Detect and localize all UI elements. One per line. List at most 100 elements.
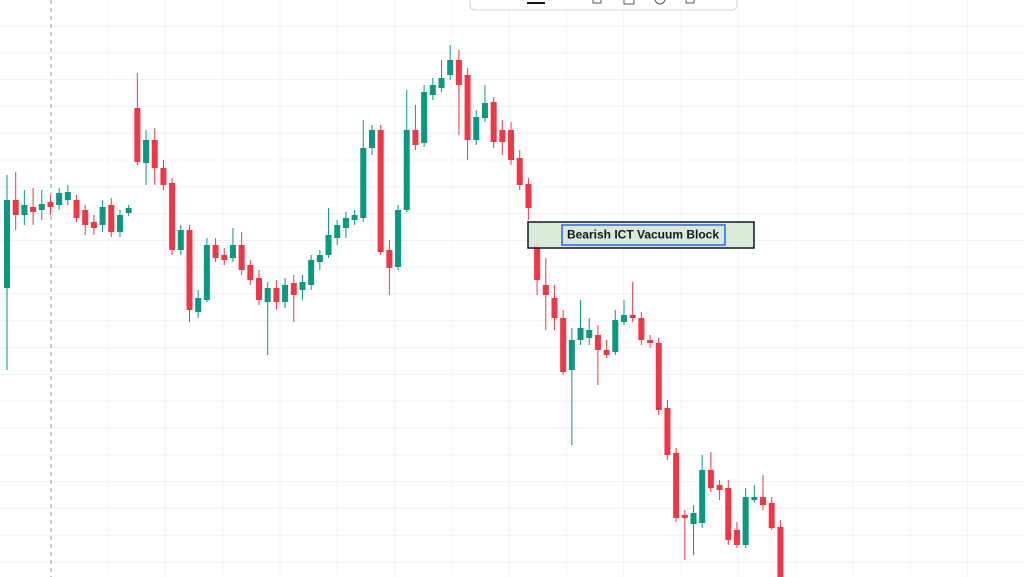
toolbar[interactable] xyxy=(469,0,738,11)
candle-body xyxy=(768,503,775,528)
candle-body xyxy=(308,260,315,285)
candle-body xyxy=(299,282,306,290)
candle-body xyxy=(664,408,671,455)
candle-body xyxy=(108,205,115,232)
candle-body xyxy=(681,515,688,518)
candle-body xyxy=(525,184,532,208)
candle-body xyxy=(690,513,697,524)
candle-body xyxy=(351,215,358,220)
candle-body xyxy=(12,200,19,215)
candle-body xyxy=(316,255,323,262)
candle-body xyxy=(421,92,428,143)
candle-body xyxy=(212,245,219,258)
candle-body xyxy=(143,140,150,163)
candle-body xyxy=(334,225,341,238)
candle-body xyxy=(256,278,263,300)
candle-body xyxy=(64,192,71,200)
candles xyxy=(4,45,784,577)
toolbar-icon[interactable] xyxy=(654,0,666,5)
candle-body xyxy=(229,245,236,258)
candle-body xyxy=(638,318,645,340)
candle-body xyxy=(560,318,567,372)
candle-body xyxy=(90,222,97,228)
candle-body xyxy=(733,530,740,545)
candle-body xyxy=(360,148,367,218)
candle-body xyxy=(386,250,393,268)
candle-body xyxy=(647,340,654,343)
candle-body xyxy=(603,350,610,355)
candle-body xyxy=(273,288,280,302)
candle-body xyxy=(368,130,375,148)
candle-body xyxy=(673,453,680,518)
candle-body xyxy=(516,158,523,185)
candle-body xyxy=(195,298,202,312)
candle-body xyxy=(403,130,410,210)
candle-body xyxy=(4,200,10,288)
candle-body xyxy=(447,60,454,75)
toolbar-panel[interactable] xyxy=(469,0,738,11)
candle-body xyxy=(612,320,619,352)
candle-body xyxy=(290,283,297,295)
toolbar-icon[interactable] xyxy=(592,0,602,4)
candle-body xyxy=(151,140,158,168)
annotation-selection[interactable] xyxy=(561,224,726,246)
candle-body xyxy=(716,485,723,490)
candle-body xyxy=(203,245,210,300)
toolbar-icon[interactable] xyxy=(623,0,635,5)
candle-body xyxy=(221,255,228,260)
candle-body xyxy=(73,200,80,218)
candle-body xyxy=(238,245,245,270)
candle-body xyxy=(247,265,254,280)
candle-body xyxy=(620,315,627,322)
candle-body xyxy=(56,193,63,205)
candle-body xyxy=(707,470,714,488)
candle-body xyxy=(186,230,193,310)
candle-body xyxy=(429,85,436,95)
annotation-text[interactable]: Bearish ICT Vacuum Block xyxy=(567,228,719,242)
candle-body xyxy=(542,285,549,295)
candle-body xyxy=(655,343,662,410)
candle-body xyxy=(438,78,445,88)
candle-body xyxy=(464,75,471,140)
annotation-rect[interactable] xyxy=(527,221,755,249)
candle-body xyxy=(264,288,271,302)
candle-body xyxy=(594,335,601,350)
candle-body xyxy=(134,108,141,162)
candle-body xyxy=(47,202,54,207)
candle-body xyxy=(551,298,558,318)
candle-body xyxy=(99,207,106,225)
candle-body xyxy=(751,497,758,500)
candle-body xyxy=(742,497,749,545)
candle-body xyxy=(125,208,132,213)
candle-body xyxy=(116,215,123,232)
candle-body xyxy=(342,218,349,228)
candle-body xyxy=(412,130,419,145)
toolbar-icon[interactable] xyxy=(527,2,545,4)
candle-body xyxy=(473,117,480,140)
candle-body xyxy=(760,497,767,505)
candle-body xyxy=(725,488,732,540)
candle-body xyxy=(30,207,37,212)
candle-body xyxy=(395,210,402,267)
toolbar-icon[interactable] xyxy=(685,0,695,4)
candle-body xyxy=(508,130,515,160)
candle-body xyxy=(177,230,184,250)
candle-body xyxy=(499,130,506,142)
candle-body xyxy=(325,235,332,255)
candle-body xyxy=(377,130,384,252)
candle-body xyxy=(699,470,706,523)
candle-body xyxy=(534,245,541,280)
candle-body xyxy=(586,330,593,338)
candle-body xyxy=(38,204,45,210)
candle-body xyxy=(777,527,784,577)
annotation-box[interactable]: Bearish ICT Vacuum Block xyxy=(527,221,755,249)
candle-body xyxy=(160,168,167,185)
candle-body xyxy=(282,285,289,302)
candle-body xyxy=(21,205,28,215)
candle-body xyxy=(82,210,89,225)
candle-body xyxy=(490,102,497,142)
candle-body xyxy=(629,315,636,318)
candle-body xyxy=(568,340,575,370)
